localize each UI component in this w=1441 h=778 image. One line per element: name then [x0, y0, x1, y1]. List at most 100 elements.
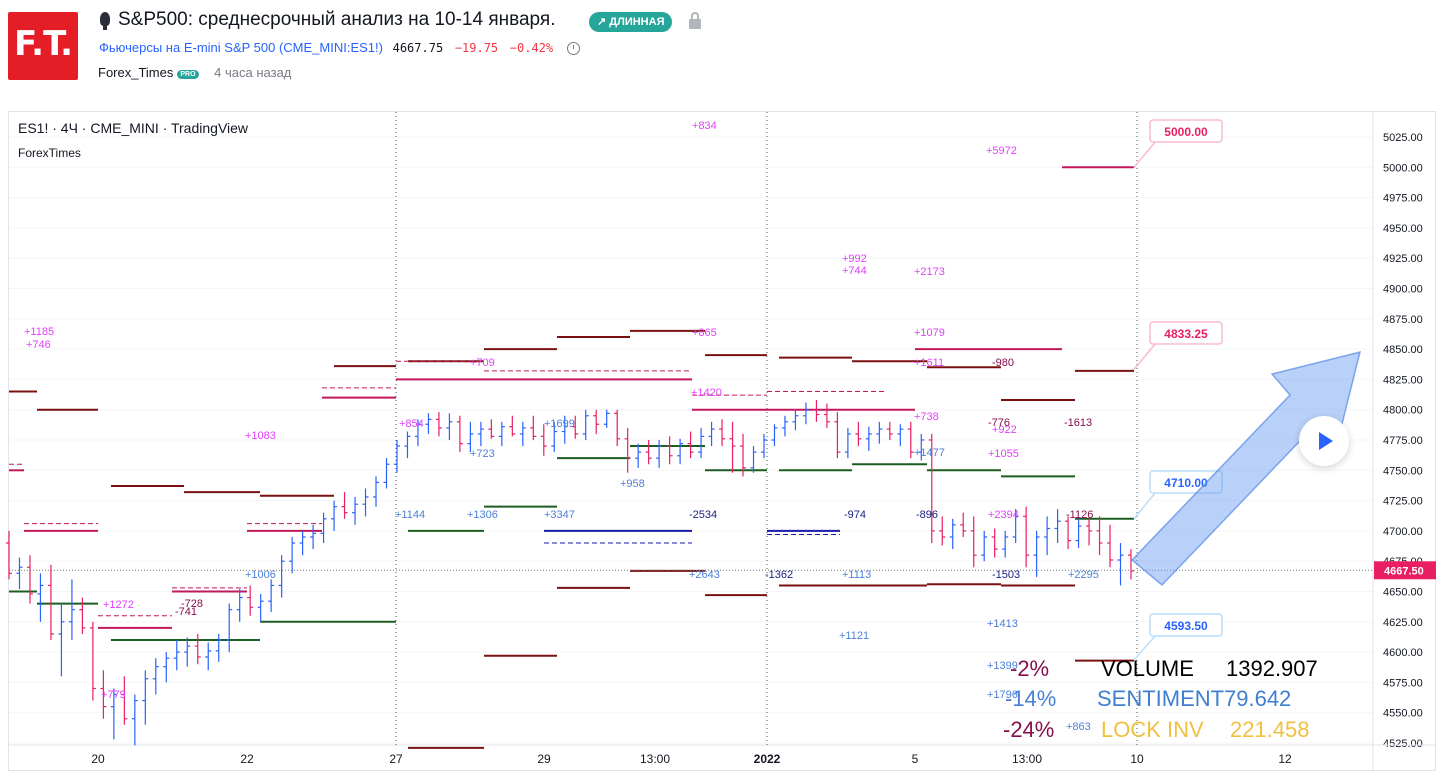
y-tick-label: 5000.00: [1383, 162, 1423, 174]
ohlc-bar: [624, 427, 631, 473]
ohlc-bar: [677, 438, 684, 465]
chart-legend-author: ForexTimes: [18, 146, 81, 160]
volume-annotation: +3347: [544, 509, 575, 521]
symbol-price: 4667.75: [392, 41, 444, 55]
sentiment-value: 79.642: [1224, 686, 1292, 711]
x-tick-label: 27: [389, 752, 403, 766]
symbol-change-pct: −0.42%: [509, 41, 554, 55]
volume-annotation: -741: [175, 606, 197, 618]
ohlc-bar: [257, 593, 264, 622]
volume-value: 1392.907: [1226, 656, 1318, 681]
ohlc-bar: [79, 597, 86, 634]
ohlc-bar: [1096, 516, 1103, 556]
ohlc-bar: [561, 415, 568, 444]
y-tick-label: 4550.00: [1383, 708, 1423, 720]
volume-annotation: -2534: [689, 509, 717, 521]
volume-annotation: +2394: [988, 509, 1019, 521]
symbol-change: −19.75: [454, 41, 499, 55]
target-callout-box: [1149, 470, 1223, 494]
ohlc-bar: [1117, 543, 1124, 586]
ohlc-bar: [467, 421, 474, 453]
x-tick-label: 2022: [754, 752, 781, 766]
volume-annotation: -1613: [1064, 417, 1092, 429]
play-button[interactable]: [1299, 416, 1349, 466]
ohlc-bar: [152, 658, 159, 695]
ohlc-bar: [645, 440, 652, 465]
ohlc-bar: [771, 424, 778, 447]
x-tick-label: 20: [91, 752, 105, 766]
ohlc-bar: [383, 458, 390, 489]
target-callout-box: [1149, 613, 1223, 637]
idea-title: S&P500: среднесрочный анализ на 10-14 ян…: [100, 9, 555, 31]
sentiment-label: SENTIMENT: [1097, 686, 1225, 711]
ohlc-bar: [68, 579, 75, 640]
y-tick-label: 4775.00: [1383, 435, 1423, 447]
author-link[interactable]: Forex_Times: [98, 65, 174, 80]
ohlc-bar: [865, 426, 872, 451]
published-time: 4 часа назад: [214, 65, 292, 80]
ohlc-bar: [163, 652, 170, 683]
ohlc-bar: [131, 694, 138, 746]
ohlc-bar: [205, 642, 212, 671]
ohlc-bar: [729, 421, 736, 473]
ohlc-bar: [991, 528, 998, 558]
ohlc-bar: [656, 440, 663, 468]
ohlc-bar: [530, 415, 537, 440]
ohlc-bar: [1054, 509, 1061, 544]
ohlc-bar: [362, 488, 369, 517]
target-callout: 5000.00: [1133, 119, 1223, 168]
target-callout-label: 5000.00: [1164, 125, 1208, 139]
y-tick-label: 4900.00: [1383, 284, 1423, 296]
x-tick-label: 22: [240, 752, 254, 766]
volume-annotation: +1055: [988, 448, 1019, 460]
ohlc-bar: [928, 433, 935, 544]
volume-annotation: +2295: [1068, 569, 1099, 581]
ohlc-bar: [289, 536, 296, 574]
forex-times-logo[interactable]: F.T.: [8, 12, 78, 80]
ohlc-bar: [886, 421, 893, 440]
ohlc-bar: [1044, 516, 1051, 556]
y-tick-label: 4875.00: [1383, 314, 1423, 326]
ohlc-bar: [142, 670, 149, 725]
ohlc-bar: [488, 419, 495, 439]
ohlc-bar: [173, 639, 180, 671]
ohlc-bar: [352, 496, 359, 525]
ohlc-bar: [268, 579, 275, 613]
ohlc-bar: [100, 670, 107, 719]
ohlc-bar: [1107, 524, 1114, 568]
ohlc-bar: [981, 530, 988, 562]
ohlc-bar: [907, 421, 914, 459]
chart-legend: ES1! · 4Ч · CME_MINI · TradingView: [18, 120, 249, 136]
ohlc-bar: [37, 573, 44, 622]
ohlc-bar: [572, 415, 579, 439]
volume-annotation: +1796: [987, 689, 1018, 701]
lock-icon: [689, 12, 701, 30]
ohlc-bar: [834, 412, 841, 459]
volume-annotation: +1144: [395, 509, 425, 521]
target-callout-label: 4593.50: [1164, 619, 1208, 633]
ohlc-bar: [750, 446, 757, 473]
chart-frame[interactable]: [8, 111, 1436, 771]
stat-pct-1: -2%: [1010, 656, 1050, 681]
volume-annotation: +1399: [987, 660, 1018, 672]
volume-annotation: +1079: [914, 327, 945, 339]
volume-annotation: +1413: [987, 618, 1018, 630]
target-callout-pointer: [1133, 634, 1157, 661]
volume-annotation: +1420: [691, 387, 722, 399]
ohlc-bar: [1023, 506, 1030, 568]
x-tick-label: 5: [912, 752, 919, 766]
volume-annotation: -1362: [765, 569, 793, 581]
ohlc-bar: [16, 557, 23, 590]
ohlc-bar: [918, 433, 925, 461]
y-tick-label: 4975.00: [1383, 193, 1423, 205]
symbol-link[interactable]: Фьючерсы на E-mini S&P 500 (CME_MINI:ES1…: [99, 40, 383, 55]
y-tick-label: 4925.00: [1383, 253, 1423, 265]
ohlc-bar: [792, 409, 799, 431]
author-row: Forex_Times PRO 4 часа назад: [98, 65, 291, 80]
ohlc-bar: [58, 603, 65, 677]
lightbulb-icon: [100, 12, 110, 30]
ohlc-bar: [414, 419, 421, 447]
target-callout-pointer: [1133, 342, 1157, 370]
ohlc-bar: [1075, 518, 1082, 548]
